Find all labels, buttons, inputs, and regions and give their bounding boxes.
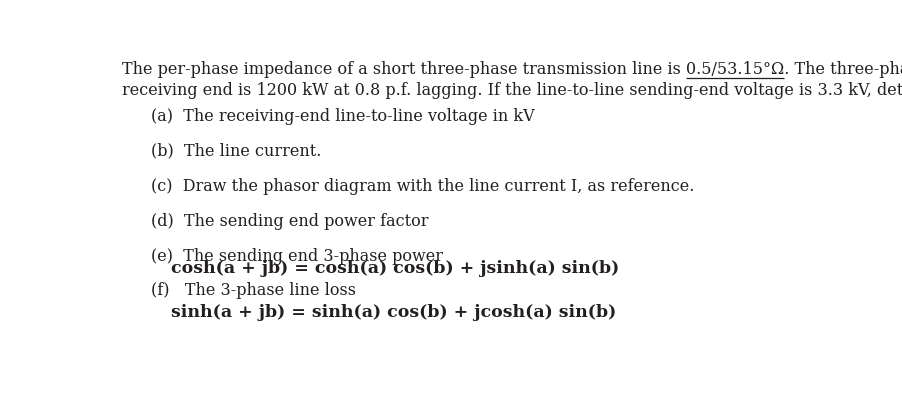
Text: (e)  The sending end 3-phase power: (e) The sending end 3-phase power <box>152 247 443 264</box>
Text: The per-phase impedance of a short three-phase transmission line is: The per-phase impedance of a short three… <box>122 61 686 78</box>
Text: The per-phase impedance of a short three-phase transmission line is 0.5/53.15°Ω.: The per-phase impedance of a short three… <box>122 61 902 78</box>
Text: cosh(a + jb) = cosh(a) cos(b) + jsinh(a) sin(b): cosh(a + jb) = cosh(a) cos(b) + jsinh(a)… <box>170 260 619 277</box>
Text: (b)  The line current.: (b) The line current. <box>152 143 322 160</box>
Text: sinh(a + jb) = sinh(a) cos(b) + jcosh(a) sin(b): sinh(a + jb) = sinh(a) cos(b) + jcosh(a)… <box>170 304 616 321</box>
Text: (c)  Draw the phasor diagram with the line current I, as reference.: (c) Draw the phasor diagram with the lin… <box>152 178 695 195</box>
Text: (d)  The sending end power factor: (d) The sending end power factor <box>152 213 428 230</box>
Text: (f)   The 3-phase line loss: (f) The 3-phase line loss <box>152 282 356 299</box>
Text: receiving end is 1200 kW at 0.8 p.f. lagging. If the line-to-line sending-end vo: receiving end is 1200 kW at 0.8 p.f. lag… <box>122 82 902 99</box>
Text: 0.5/53.15°Ω: 0.5/53.15°Ω <box>113 61 211 78</box>
Text: (a)  The receiving-end line-to-line voltage in kV: (a) The receiving-end line-to-line volta… <box>152 108 535 125</box>
